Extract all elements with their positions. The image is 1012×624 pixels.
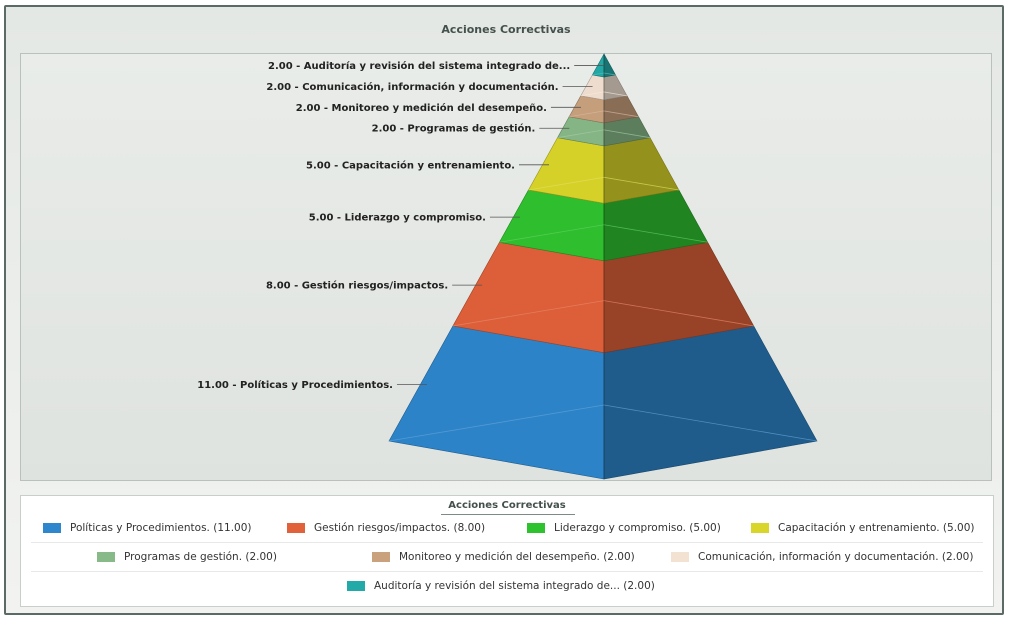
- pyramid-segment-rim: [452, 300, 754, 327]
- data-label: 11.00 - Políticas y Procedimientos.: [197, 379, 393, 391]
- pyramid-segment-right-face: [603, 74, 628, 101]
- legend-label: Gestión riesgos/impactos. (8.00): [314, 522, 486, 534]
- legend-item[interactable]: Capacitación y entrenamiento. (5.00): [751, 522, 975, 534]
- legend-swatch: [372, 552, 390, 562]
- legend-item[interactable]: Auditoría y revisión del sistema integra…: [347, 580, 655, 592]
- legend-item[interactable]: Gestión riesgos/impactos. (8.00): [287, 522, 485, 534]
- legend-item[interactable]: Políticas y Procedimientos. (11.00): [43, 522, 252, 534]
- data-label: 2.00 - Auditoría y revisión del sistema …: [268, 60, 570, 72]
- pyramid-segment[interactable]: [557, 116, 651, 147]
- legend: Acciones Correctivas Políticas y Procedi…: [20, 495, 994, 607]
- legend-label: Políticas y Procedimientos. (11.00): [70, 522, 252, 534]
- legend-title-underline: [441, 514, 575, 515]
- pyramid-segment-rim: [499, 224, 708, 243]
- data-label: 2.00 - Programas de gestión.: [372, 123, 536, 135]
- data-label: 8.00 - Gestión riesgos/impactos.: [266, 280, 448, 292]
- legend-swatch: [751, 523, 769, 533]
- legend-item[interactable]: Programas de gestión. (2.00): [97, 551, 277, 563]
- legend-item[interactable]: Liderazgo y compromiso. (5.00): [527, 522, 721, 534]
- legend-row-divider: [31, 542, 983, 543]
- legend-swatch: [97, 552, 115, 562]
- data-label: 2.00 - Monitoreo y medición del desempeñ…: [296, 102, 547, 114]
- pyramid-segment[interactable]: [580, 74, 628, 101]
- pyramid-segment[interactable]: [388, 325, 818, 480]
- pyramid-segment[interactable]: [527, 137, 680, 204]
- legend-label: Capacitación y entrenamiento. (5.00): [778, 522, 975, 534]
- pyramid-segment-rim: [557, 129, 651, 139]
- legend-label: Liderazgo y compromiso. (5.00): [554, 522, 721, 534]
- pyramid-segment-right-face: [603, 325, 818, 480]
- data-label: 5.00 - Capacitación y entrenamiento.: [306, 159, 515, 171]
- pyramid-segment-rim: [388, 404, 818, 442]
- legend-swatch: [287, 523, 305, 533]
- legend-item[interactable]: Monitoreo y medición del desempeño. (2.0…: [372, 551, 635, 563]
- pyramid-segment[interactable]: [498, 189, 709, 262]
- legend-label: Auditoría y revisión del sistema integra…: [374, 580, 655, 592]
- pyramid-segment-left-face: [580, 74, 605, 101]
- legend-label: Programas de gestión. (2.00): [124, 551, 277, 563]
- pyramid-chart: 2.00 - Auditoría y revisión del sistema …: [197, 52, 818, 480]
- data-label: 5.00 - Liderazgo y compromiso.: [309, 213, 486, 224]
- pyramid-segment-left-face: [388, 325, 605, 480]
- legend-item[interactable]: Comunicación, información y documentació…: [671, 551, 973, 563]
- legend-swatch: [43, 523, 61, 533]
- data-label: 2.00 - Comunicación, información y docum…: [266, 81, 558, 93]
- legend-swatch: [671, 552, 689, 562]
- pyramid-segment-rim: [528, 176, 679, 191]
- pyramid-segment-rim: [580, 91, 628, 97]
- pyramid-segment-rim: [592, 72, 616, 76]
- legend-label: Monitoreo y medición del desempeño. (2.0…: [399, 551, 635, 563]
- legend-label: Comunicación, información y documentació…: [698, 551, 974, 563]
- chart-title: Acciones Correctivas: [441, 23, 571, 36]
- pyramid-segment-rim: [569, 110, 639, 118]
- chart-frame: Acciones Correctivas 2.00 - Auditoría y …: [4, 5, 1004, 615]
- legend-swatch: [347, 581, 365, 591]
- pyramid-segment[interactable]: [452, 241, 755, 354]
- legend-title: Acciones Correctivas: [448, 500, 566, 511]
- legend-row-divider: [31, 571, 983, 572]
- legend-swatch: [527, 523, 545, 533]
